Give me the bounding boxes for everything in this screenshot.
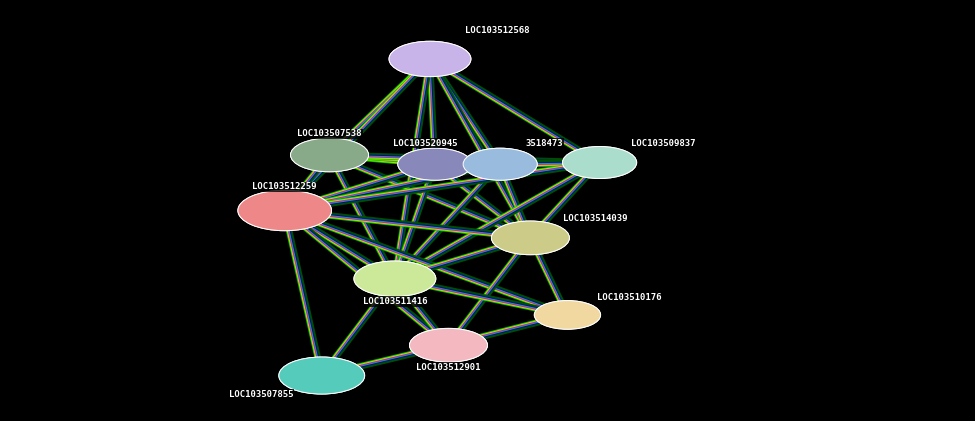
Circle shape (398, 148, 472, 180)
Circle shape (398, 148, 472, 180)
Circle shape (279, 357, 365, 394)
Circle shape (238, 190, 332, 231)
Circle shape (238, 190, 332, 231)
Text: LOC103509837: LOC103509837 (631, 139, 695, 148)
Circle shape (354, 261, 436, 296)
Circle shape (563, 147, 637, 179)
Circle shape (563, 147, 637, 179)
Text: LOC103507855: LOC103507855 (229, 390, 293, 399)
Text: LOC103520945: LOC103520945 (393, 139, 457, 148)
Circle shape (410, 328, 488, 362)
Text: LOC103514039: LOC103514039 (563, 214, 627, 224)
Text: LOC103511416: LOC103511416 (363, 297, 427, 306)
Circle shape (534, 301, 601, 329)
Circle shape (410, 328, 488, 362)
Circle shape (354, 261, 436, 296)
Circle shape (291, 138, 369, 172)
Circle shape (463, 148, 537, 180)
Text: 3518473: 3518473 (526, 139, 563, 148)
Circle shape (389, 41, 471, 77)
Text: LOC103510176: LOC103510176 (597, 293, 661, 302)
Text: LOC103512568: LOC103512568 (465, 26, 529, 35)
Text: LOC103512259: LOC103512259 (253, 182, 317, 192)
Circle shape (491, 221, 569, 255)
Circle shape (389, 41, 471, 77)
Circle shape (463, 148, 537, 180)
Circle shape (279, 357, 365, 394)
Circle shape (491, 221, 569, 255)
Circle shape (291, 138, 369, 172)
Text: LOC103512901: LOC103512901 (416, 363, 481, 372)
Text: LOC103507538: LOC103507538 (297, 129, 362, 139)
Circle shape (534, 301, 601, 329)
